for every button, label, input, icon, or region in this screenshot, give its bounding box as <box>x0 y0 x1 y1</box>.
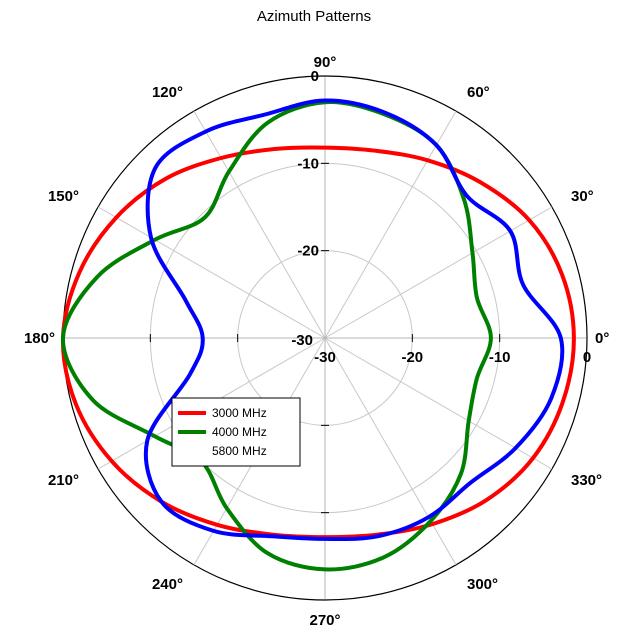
angle-tick-label: 210° <box>48 472 79 489</box>
angle-tick-label: 150° <box>48 188 79 205</box>
radial-tick-label: -30 <box>291 332 313 349</box>
angle-tick-label: 0° <box>595 330 609 347</box>
grid-spoke <box>324 206 553 339</box>
radial-tick-label: 0 <box>311 68 319 85</box>
angle-tick-label: 90° <box>314 54 337 71</box>
angle-tick-label: 240° <box>152 576 183 593</box>
radial-tick-label: -30 <box>314 349 336 366</box>
legend-label: 5800 MHz <box>212 444 267 458</box>
angle-tick-label: 300° <box>467 576 498 593</box>
angle-tick-label: 180° <box>24 330 55 347</box>
legend: 3000 MHz 4000 MHz 5800 MHz <box>171 397 301 467</box>
grid-spoke <box>324 337 457 566</box>
series-line-4000-mhz <box>60 100 493 572</box>
angle-tick-label: 330° <box>571 472 602 489</box>
polar-grid <box>62 75 588 601</box>
radial-tick-label: -10 <box>297 155 319 172</box>
angle-tick-label: 120° <box>152 84 183 101</box>
legend-label: 4000 MHz <box>212 425 267 439</box>
grid-spoke <box>324 110 457 339</box>
angle-tick-label: 270° <box>309 612 340 629</box>
series-layer <box>60 98 576 572</box>
grid-spoke <box>324 337 553 470</box>
angle-tick-label: 30° <box>571 188 594 205</box>
series-line-5800-mhz <box>143 98 565 541</box>
radial-tick-label: -10 <box>489 349 511 366</box>
legend-label: 3000 MHz <box>212 406 267 420</box>
radial-tick-label: 0 <box>583 349 591 366</box>
axis-labels: 0° 30° 60° 90° 120° 150° 180° 210° 240° 270° 300° 3… <box>24 54 609 629</box>
radial-tick-label: -20 <box>401 349 423 366</box>
chart-title: Azimuth Patterns <box>256 8 372 25</box>
angle-tick-label: 60° <box>467 84 490 101</box>
radial-tick-label: -20 <box>297 243 319 260</box>
grid-spoke <box>97 206 326 339</box>
grid-spoke <box>193 110 326 339</box>
